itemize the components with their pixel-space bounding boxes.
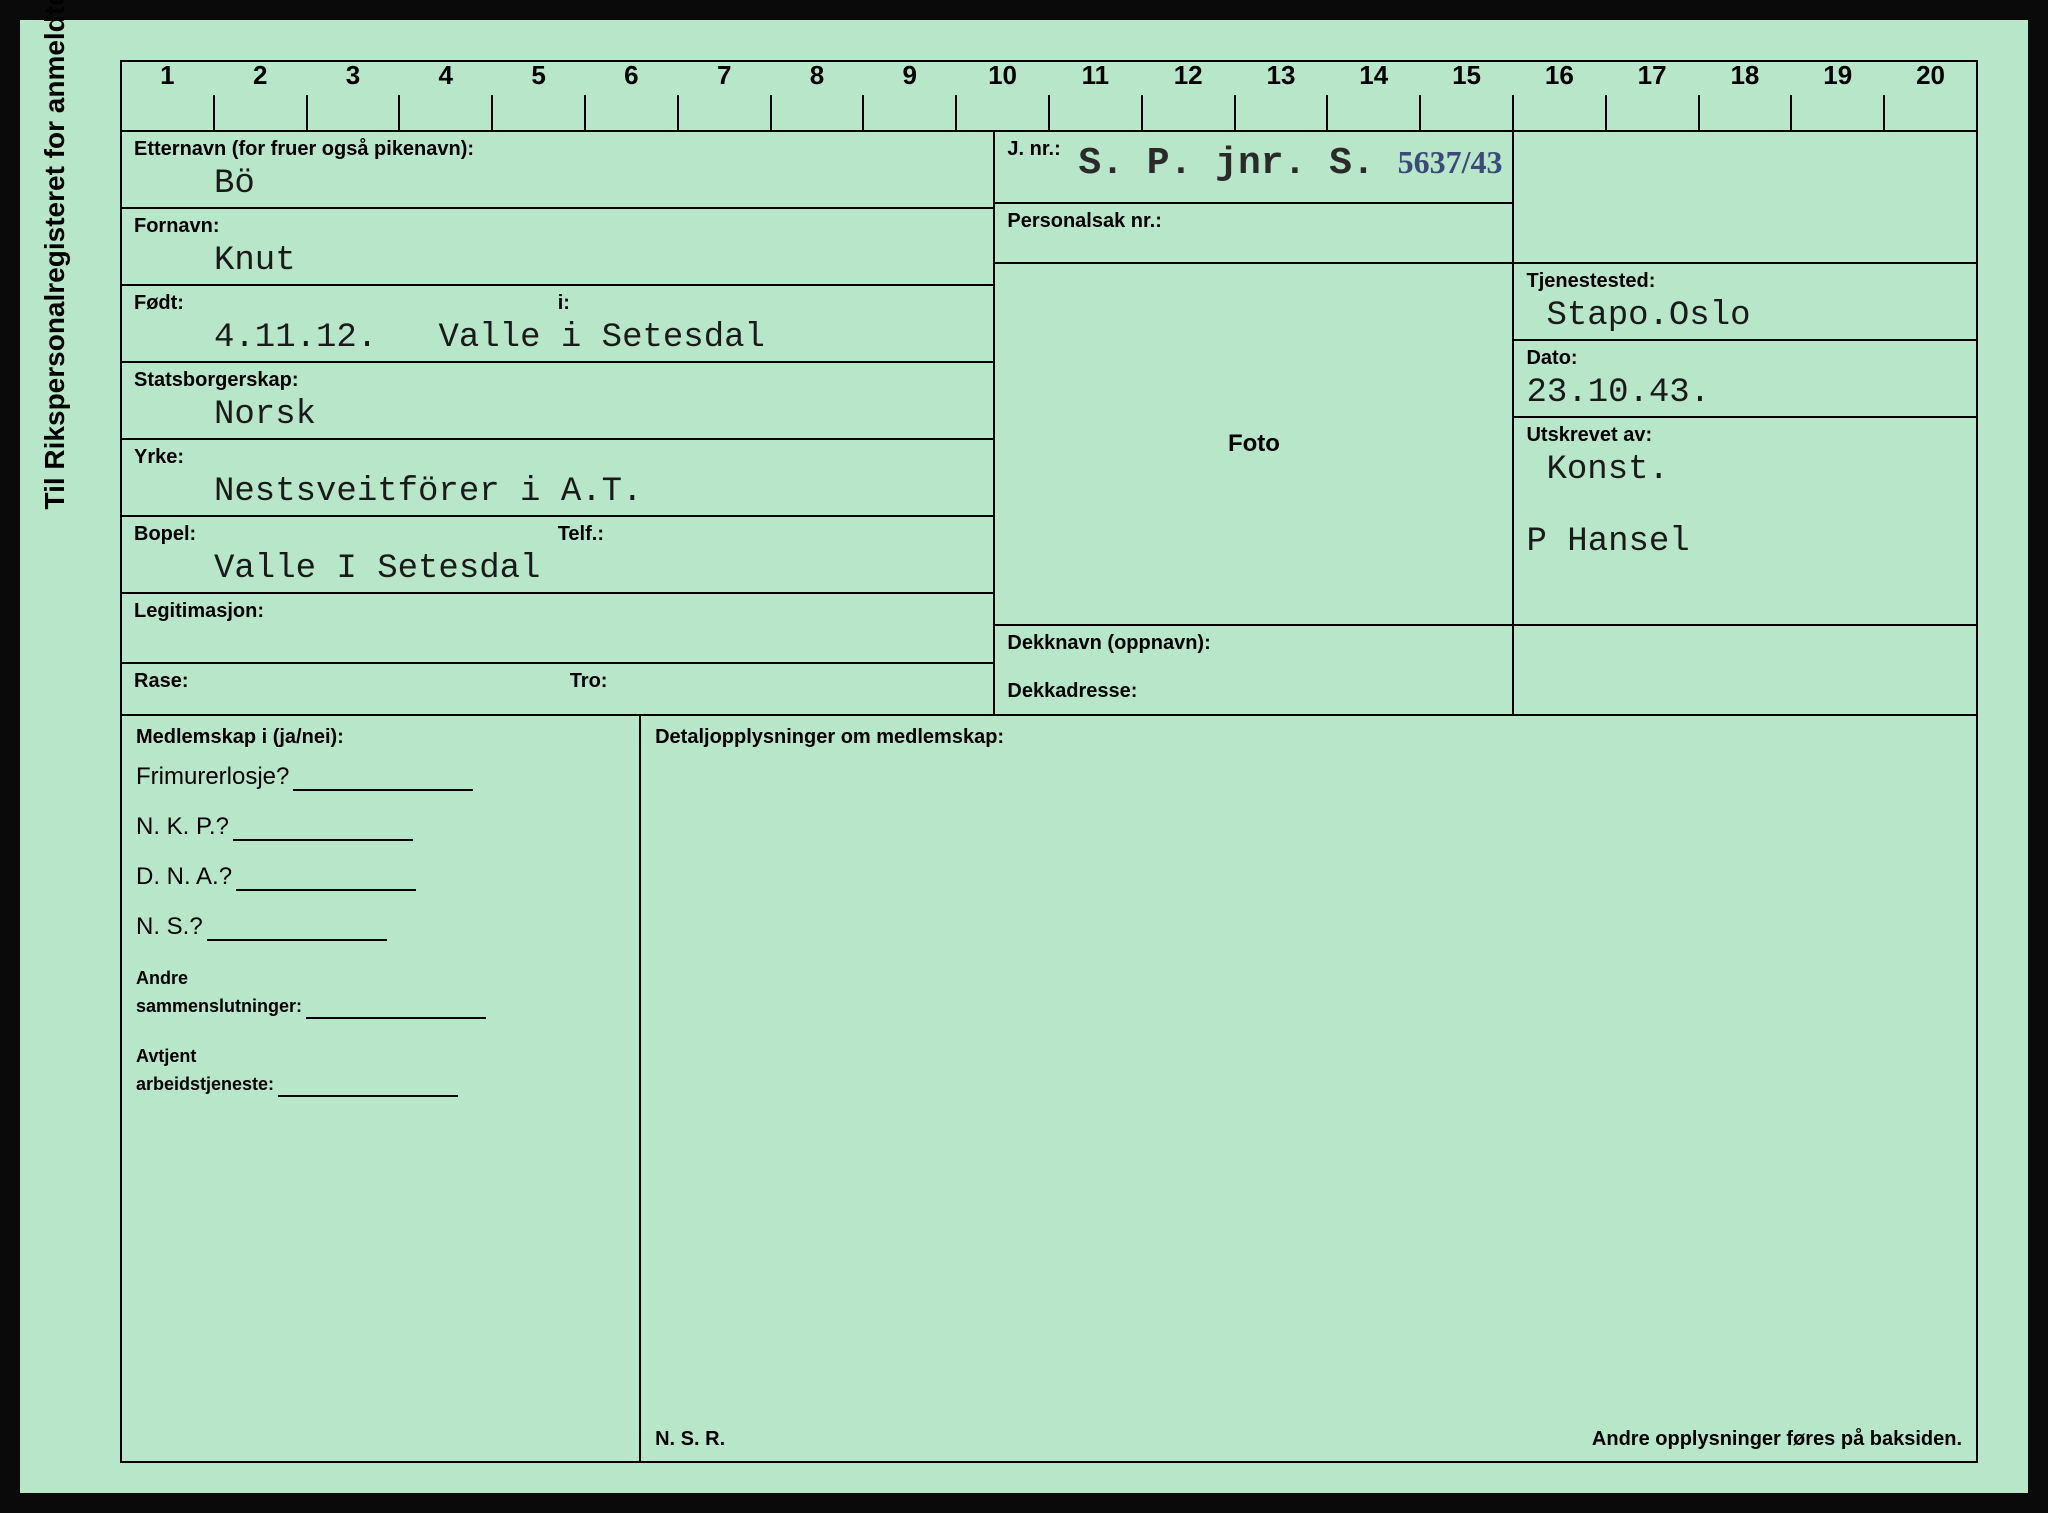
dna-row: D. N. A.? xyxy=(136,863,625,891)
dekknavn-field: Dekknavn (oppnavn): xyxy=(995,626,1512,674)
fodt-value: 4.11.12. Valle i Setesdal xyxy=(134,315,981,357)
ruler-2: 2 xyxy=(213,95,306,130)
fornavn-field: Fornavn: Knut xyxy=(122,209,993,286)
ruler-9: 9 xyxy=(862,95,955,130)
card-frame: 1 2 3 4 5 6 7 8 9 10 11 12 13 14 15 16 1… xyxy=(120,60,1978,1463)
dato-field: Dato: 23.10.43. xyxy=(1514,341,1976,418)
frimurer-row: Frimurerlosje? xyxy=(136,763,625,791)
utskrevet-field: Utskrevet av: Konst. P Hansel xyxy=(1514,418,1976,626)
ruler-8: 8 xyxy=(770,95,863,130)
ruler-7: 7 xyxy=(677,95,770,130)
ruler-5: 5 xyxy=(491,95,584,130)
right-column: Tjenestested: Stapo.Oslo Dato: 23.10.43.… xyxy=(1512,132,1976,714)
fodt-label: Født: xyxy=(134,292,558,315)
ruler-14: 14 xyxy=(1326,95,1419,130)
fornavn-value: Knut xyxy=(134,238,981,280)
jnr-stamp: S. P. jnr. S. 5637/43 xyxy=(1078,142,1502,185)
personalsak-field: Personalsak nr.: xyxy=(995,204,1512,264)
nkp-row: N. K. P.? xyxy=(136,813,625,841)
ruler-19: 19 xyxy=(1790,95,1883,130)
detail-column: Detaljopplysninger om medlemskap: N. S. … xyxy=(641,716,1976,1461)
ruler-18: 18 xyxy=(1698,95,1791,130)
avtjent-row: Avtjent arbeidstjeneste: xyxy=(136,1041,625,1097)
left-column: Etternavn (for fruer også pikenavn): Bö … xyxy=(122,132,993,714)
rase-tro-row: Rase: Tro: xyxy=(122,664,993,714)
dato-label: Dato: xyxy=(1526,347,1964,370)
andre-row: Andre sammenslutninger: xyxy=(136,963,625,1019)
dekkadresse-field: Dekkadresse: xyxy=(995,674,1512,714)
statsborgerskap-value: Norsk xyxy=(134,392,981,434)
tro-field: Tro: xyxy=(558,664,994,714)
lower-section: Medlemskap i (ja/nei): Frimurerlosje? N.… xyxy=(122,716,1976,1461)
ruler-11: 11 xyxy=(1048,95,1141,130)
foto-box: Foto xyxy=(995,264,1512,626)
ruler-1: 1 xyxy=(122,95,213,130)
rase-field: Rase: xyxy=(122,664,558,714)
ruler-10: 10 xyxy=(955,95,1048,130)
yrke-field: Yrke: Nestsveitförer i A.T. xyxy=(122,440,993,517)
ns-row: N. S.? xyxy=(136,913,625,941)
membership-column: Medlemskap i (ja/nei): Frimurerlosje? N.… xyxy=(122,716,641,1461)
bopel-label: Bopel: xyxy=(134,523,558,546)
dekknavn-label: Dekknavn (oppnavn): xyxy=(1007,632,1500,655)
main-area: Etternavn (for fruer også pikenavn): Bö … xyxy=(122,132,1976,1461)
foto-label: Foto xyxy=(1228,430,1280,458)
legitimasjon-label: Legitimasjon: xyxy=(134,600,981,623)
legitimasjon-field: Legitimasjon: xyxy=(122,594,993,664)
ruler-4: 4 xyxy=(398,95,491,130)
baksiden-note: Andre opplysninger føres på baksiden. xyxy=(1592,1428,1962,1451)
etternavn-label: Etternavn (for fruer også pikenavn): xyxy=(134,138,981,161)
bopel-field: Bopel: Telf.: Valle I Setesdal xyxy=(122,517,993,594)
tjenestested-field: Tjenestested: Stapo.Oslo xyxy=(1514,264,1976,341)
ruler-13: 13 xyxy=(1234,95,1327,130)
ruler-16: 16 xyxy=(1512,95,1605,130)
fornavn-label: Fornavn: xyxy=(134,215,981,238)
dato-value: 23.10.43. xyxy=(1526,370,1964,412)
fodt-field: Født: i: 4.11.12. Valle i Setesdal xyxy=(122,286,993,363)
middle-column: J. nr.: S. P. jnr. S. 5637/43 Personalsa… xyxy=(993,132,1512,714)
fodt-i-label: i: xyxy=(558,292,982,315)
ruler-17: 17 xyxy=(1605,95,1698,130)
telf-label: Telf.: xyxy=(558,523,982,546)
ruler-12: 12 xyxy=(1141,95,1234,130)
statsborgerskap-label: Statsborgerskap: xyxy=(134,369,981,392)
jnr-field: J. nr.: S. P. jnr. S. 5637/43 xyxy=(995,132,1512,204)
ruler-15: 15 xyxy=(1419,95,1512,130)
ruler-row: 1 2 3 4 5 6 7 8 9 10 11 12 13 14 15 16 1… xyxy=(122,62,1976,132)
dekkadresse-label: Dekkadresse: xyxy=(1007,680,1500,703)
right-blank-top xyxy=(1514,132,1976,264)
tjenestested-value: Stapo.Oslo xyxy=(1526,293,1964,335)
right-blank-bottom xyxy=(1514,626,1976,714)
nsr-note: N. S. R. xyxy=(655,1428,725,1451)
upper-section: Etternavn (for fruer også pikenavn): Bö … xyxy=(122,132,1976,716)
utskrevet-value2: P Hansel xyxy=(1526,519,1964,561)
bopel-value: Valle I Setesdal xyxy=(134,546,981,588)
medlemskap-label: Medlemskap i (ja/nei): xyxy=(136,726,625,749)
vertical-title: Til Rikspersonalregisteret for anmeldte. xyxy=(39,0,71,509)
ruler-6: 6 xyxy=(584,95,677,130)
utskrevet-label: Utskrevet av: xyxy=(1526,424,1964,447)
personalsak-label: Personalsak nr.: xyxy=(1007,210,1500,233)
etternavn-field: Etternavn (for fruer også pikenavn): Bö xyxy=(122,132,993,209)
yrke-label: Yrke: xyxy=(134,446,981,469)
statsborgerskap-field: Statsborgerskap: Norsk xyxy=(122,363,993,440)
utskrevet-value1: Konst. xyxy=(1526,447,1964,489)
ruler-20: 20 xyxy=(1883,95,1976,130)
yrke-value: Nestsveitförer i A.T. xyxy=(134,469,981,511)
tjenestested-label: Tjenestested: xyxy=(1526,270,1964,293)
detalj-label: Detaljopplysninger om medlemskap: xyxy=(655,726,1962,749)
etternavn-value: Bö xyxy=(134,161,981,203)
registration-card: Til Rikspersonalregisteret for anmeldte.… xyxy=(20,20,2028,1493)
ruler-3: 3 xyxy=(306,95,399,130)
